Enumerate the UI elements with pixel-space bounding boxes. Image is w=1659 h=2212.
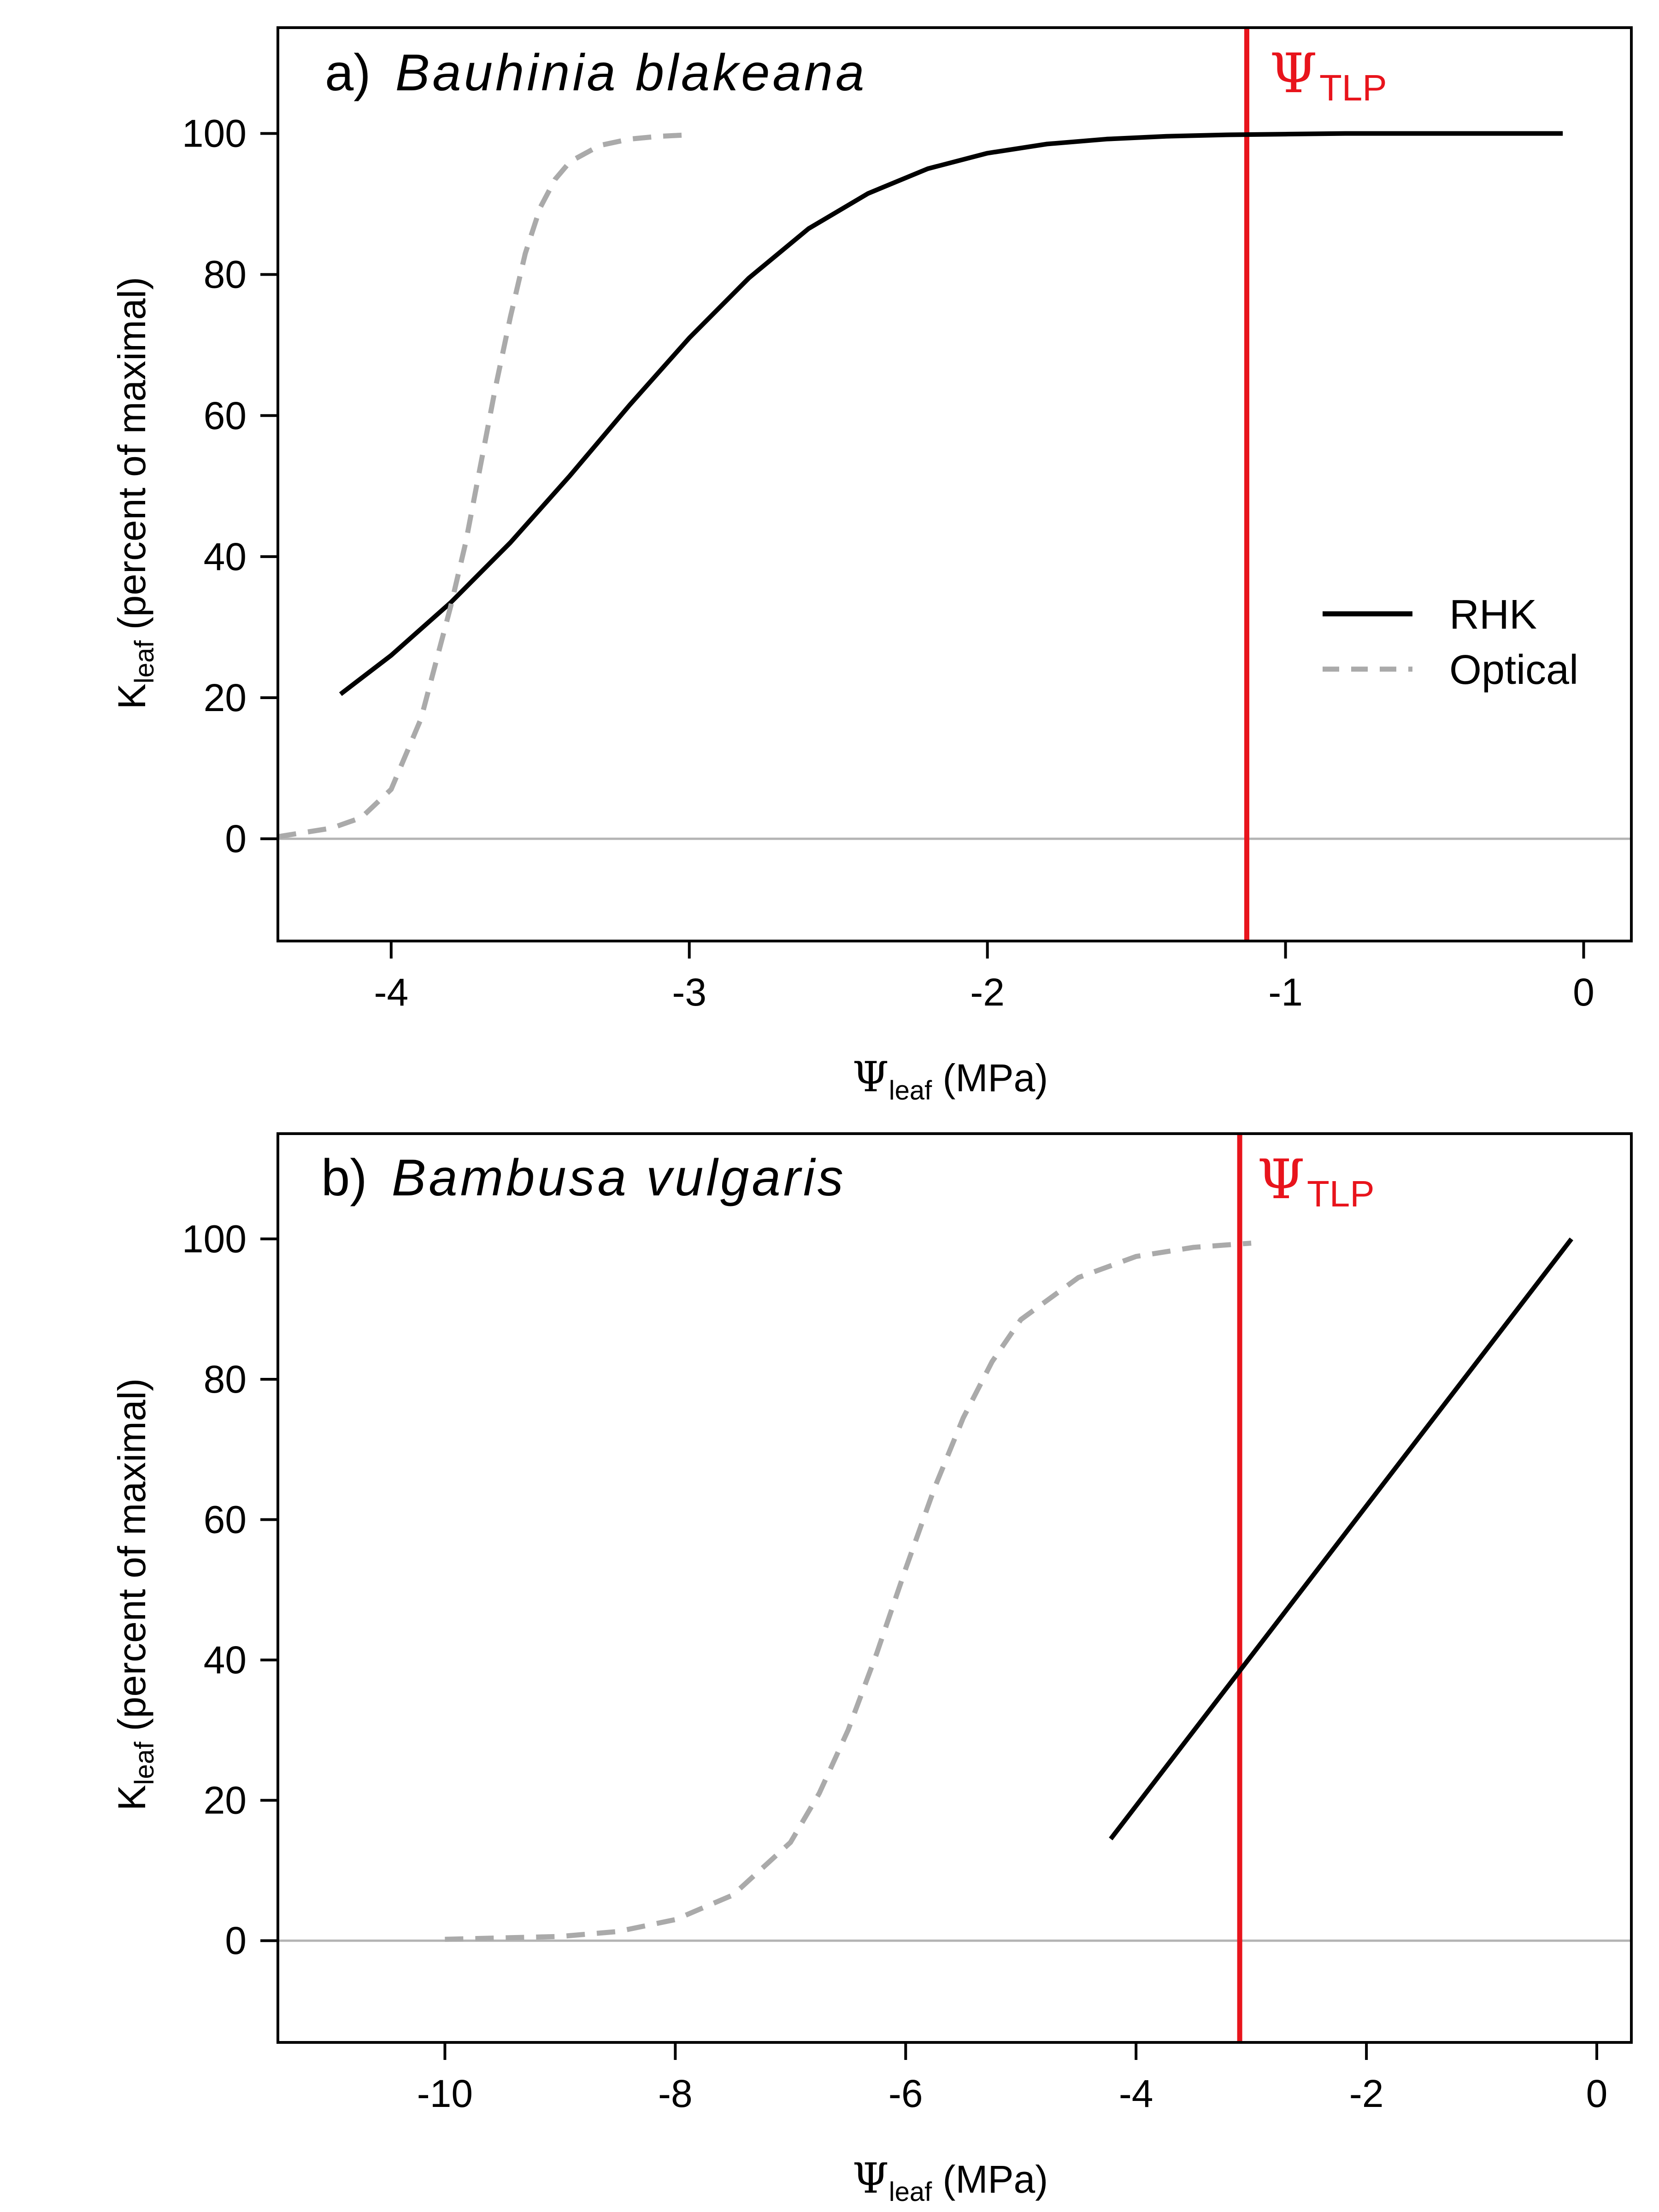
series-line-rhk xyxy=(1109,1237,1573,1841)
panel-b-bambusa: -10 -8 -6 -4 -2 0 0 20 40 60 80 100 b) Bambusa vul… xyxy=(110,1132,1633,2207)
y-label-rest: (percent of maximal) xyxy=(110,1378,153,1742)
series-group xyxy=(277,131,1563,839)
series-line-optical xyxy=(277,132,689,839)
y-tick-label: 20 xyxy=(204,676,247,719)
tlp-subscript: TLP xyxy=(1307,1173,1375,1214)
x-tick-label: -3 xyxy=(672,971,706,1014)
x-tick-label: -8 xyxy=(658,2072,693,2115)
x-label-unit: (MPa) xyxy=(932,2158,1048,2201)
x-tick-label: -10 xyxy=(417,2072,473,2115)
x-tick-label: -4 xyxy=(374,971,408,1014)
x-tick-label: 0 xyxy=(1586,2072,1608,2115)
tlp-label: Ψ TLP xyxy=(1257,1147,1375,1214)
y-label-sub: leaf xyxy=(129,640,159,683)
x-axis-ticks: -4 -3 -2 -1 0 xyxy=(374,941,1594,1014)
panel-a-bauhinia: -4 -3 -2 -1 0 0 20 40 60 80 100 a) Bauhinia blake… xyxy=(110,26,1633,1106)
y-tick-label: 40 xyxy=(204,1638,247,1682)
tlp-label: Ψ TLP xyxy=(1270,41,1387,108)
panel-title: a) Bauhinia blakeana xyxy=(325,44,867,101)
legend-label-rhk: RHK xyxy=(1449,592,1537,638)
x-axis-ticks: -10 -8 -6 -4 -2 0 xyxy=(417,2042,1608,2115)
plot-frame xyxy=(276,1132,1633,2044)
y-axis-label: Kleaf (percent of maximal) xyxy=(110,277,159,709)
series-line-optical xyxy=(445,1241,1252,1942)
x-label-sub: leaf xyxy=(889,1076,932,1106)
y-tick-label: 0 xyxy=(225,1919,247,1962)
y-tick-label: 0 xyxy=(225,817,247,860)
x-label-symbol: Ψ xyxy=(853,1053,889,1101)
y-tick-label: 60 xyxy=(204,394,247,437)
x-label-sub: leaf xyxy=(889,2177,932,2207)
legend-label-optical: Optical xyxy=(1449,647,1578,693)
y-tick-label: 100 xyxy=(182,1217,247,1260)
plot-frame xyxy=(276,26,1633,942)
y-tick-label: 60 xyxy=(204,1498,247,1541)
y-label-sub: leaf xyxy=(129,1741,159,1785)
y-tick-label: 40 xyxy=(204,535,247,578)
y-tick-label: 80 xyxy=(204,1358,247,1401)
tlp-subscript: TLP xyxy=(1319,67,1387,108)
y-axis-ticks: 0 20 40 60 80 100 xyxy=(182,1217,278,1962)
series-group xyxy=(445,1237,1573,1942)
y-tick-label: 80 xyxy=(204,253,247,296)
series-line-rhk xyxy=(339,131,1563,696)
x-axis-label: Ψleaf (MPa) xyxy=(853,1053,1048,1106)
x-tick-label: -2 xyxy=(1349,2072,1384,2115)
x-tick-label: -1 xyxy=(1268,971,1303,1014)
panel-label: a) xyxy=(325,44,371,101)
tlp-symbol: Ψ xyxy=(1257,1147,1305,1211)
x-label-unit: (MPa) xyxy=(932,1056,1048,1100)
y-axis-label: Kleaf (percent of maximal) xyxy=(110,1378,159,1811)
y-tick-label: 100 xyxy=(182,112,247,155)
species-name: Bauhinia blakeana xyxy=(395,44,867,101)
y-axis-ticks: 0 20 40 60 80 100 xyxy=(182,112,278,860)
x-tick-label: -4 xyxy=(1119,2072,1153,2115)
panel-label: b) xyxy=(321,1149,367,1206)
tlp-symbol: Ψ xyxy=(1270,41,1317,105)
x-tick-label: -2 xyxy=(970,971,1005,1014)
x-tick-label: 0 xyxy=(1573,971,1594,1014)
y-label-rest: (percent of maximal) xyxy=(110,277,153,641)
y-label-main: K xyxy=(110,1785,153,1811)
panel-title: b) Bambusa vulgaris xyxy=(321,1149,846,1206)
y-tick-label: 20 xyxy=(204,1779,247,1822)
x-axis-label: Ψleaf (MPa) xyxy=(853,2154,1048,2207)
y-label-main: K xyxy=(110,683,153,709)
x-label-symbol: Ψ xyxy=(853,2154,889,2203)
species-name: Bambusa vulgaris xyxy=(392,1149,846,1206)
x-tick-label: -6 xyxy=(888,2072,923,2115)
legend: RHK Optical xyxy=(1323,592,1578,693)
